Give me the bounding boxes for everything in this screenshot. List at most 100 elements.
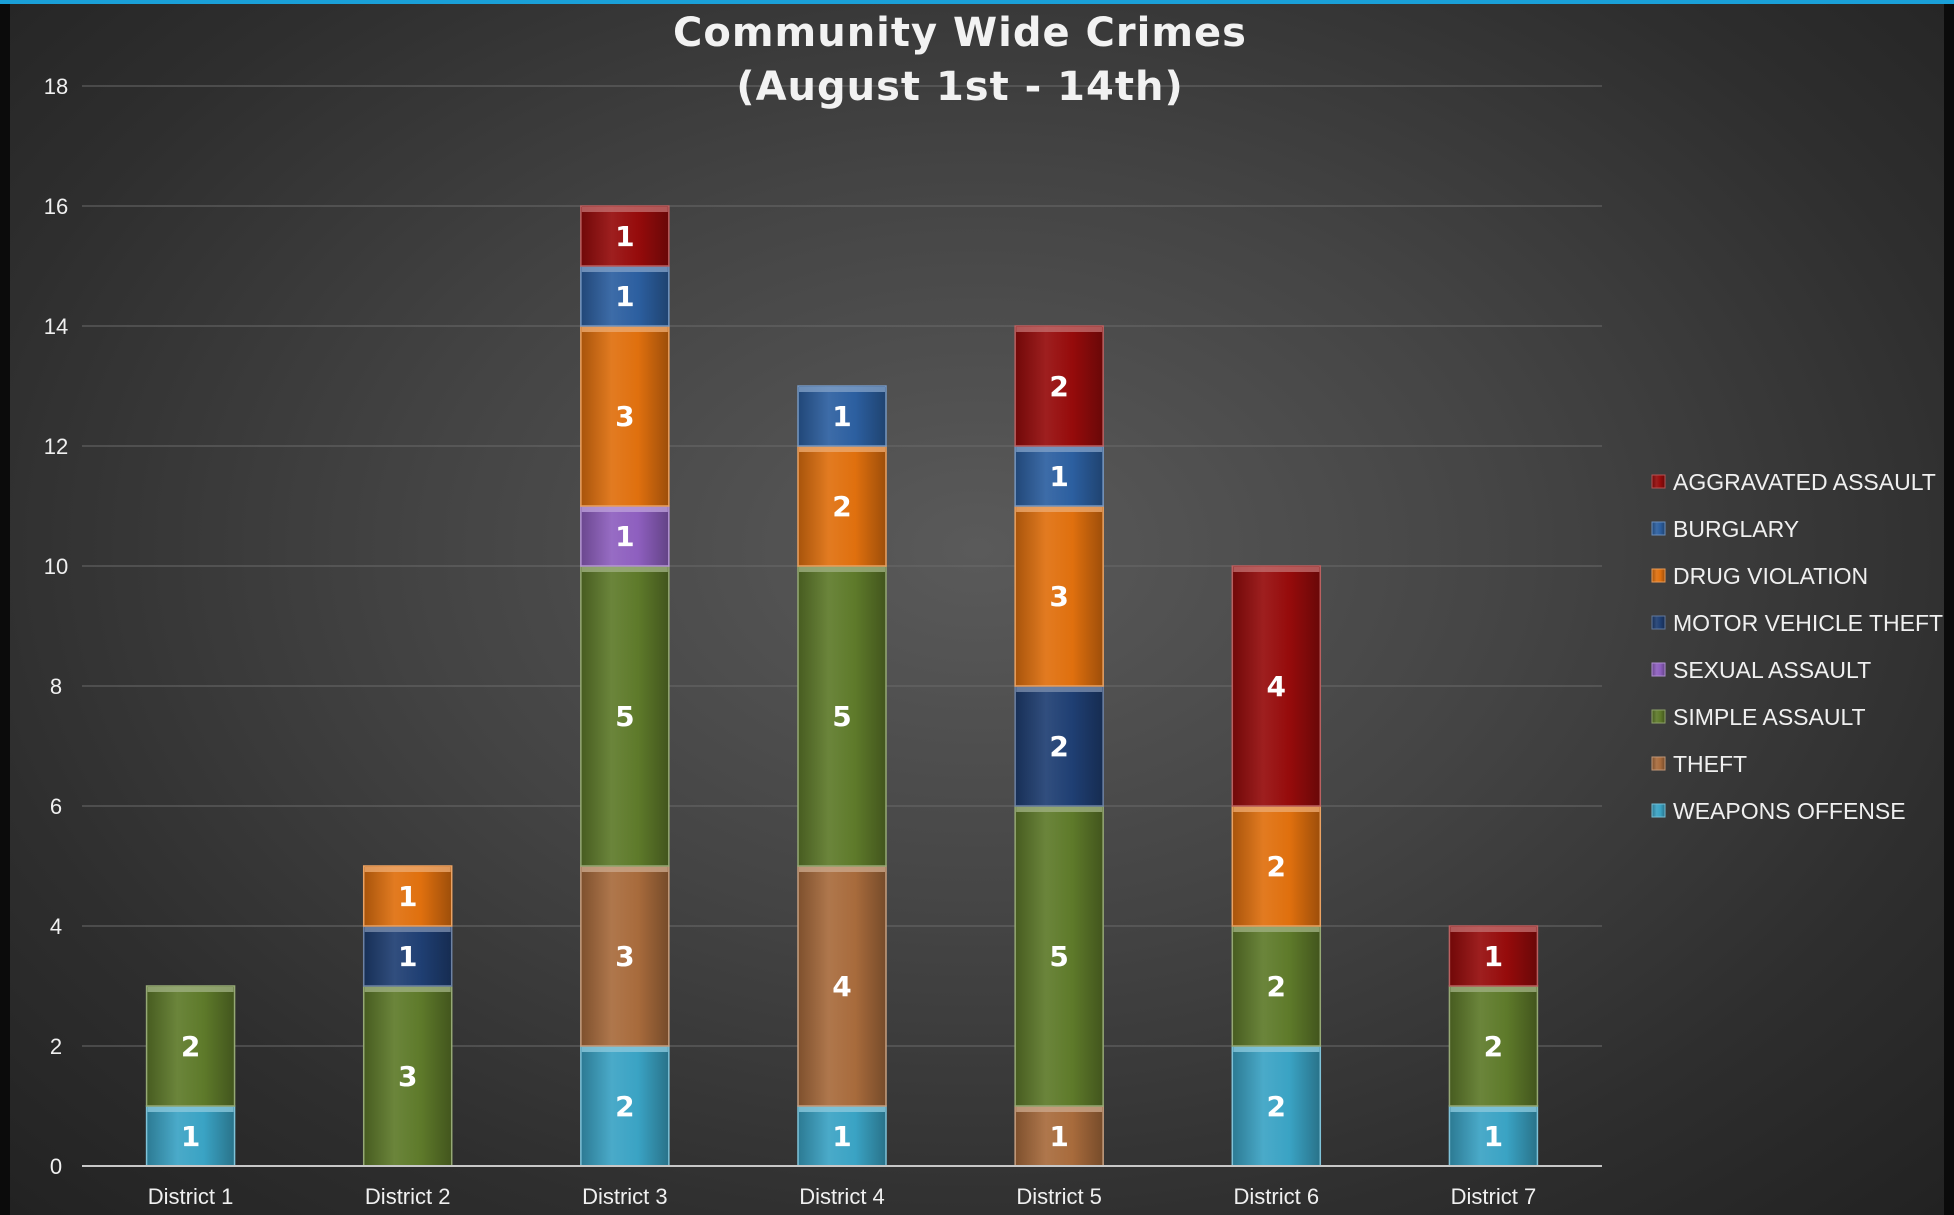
bar-data-label: 1	[1049, 460, 1068, 493]
bar-segment	[580, 565, 670, 867]
y-tick-label: 2	[50, 1034, 62, 1059]
x-tick-label: District 5	[1016, 1184, 1102, 1209]
bar-segment-bevel	[1450, 1107, 1537, 1112]
bar-segment-bevel	[1016, 687, 1103, 692]
bar-segment	[580, 865, 670, 1047]
bar-segment	[145, 985, 236, 1107]
chart-title: Community Wide Crimes	[673, 10, 1247, 56]
bar-segment-bevel	[1016, 507, 1103, 512]
legend-swatch	[1651, 521, 1666, 536]
y-tick-label: 0	[50, 1154, 62, 1179]
bar-segment	[797, 865, 887, 1107]
y-axis-ticks: 0 2 4 6 8 10 12 14 16 18	[44, 74, 68, 1179]
bar-segment	[1231, 805, 1322, 927]
bar-segment-bevel	[1233, 567, 1320, 572]
bar-data-label: 2	[1049, 730, 1068, 763]
bar-data-label: 5	[832, 700, 851, 733]
bar-segment-bevel	[799, 387, 885, 392]
legend-swatch	[1651, 568, 1666, 583]
bar-segment	[1448, 985, 1539, 1107]
legend-swatch	[1651, 803, 1666, 818]
bar-data-label: 5	[615, 700, 634, 733]
bar-segment-bevel	[581, 507, 668, 512]
bar-data-label: 1	[615, 220, 634, 253]
bar-segment-bevel	[1016, 447, 1103, 452]
bar-data-label: 2	[1484, 1030, 1503, 1063]
bar-segment	[1014, 805, 1104, 1107]
bar-segment	[1014, 1105, 1104, 1167]
bar-data-label: 3	[398, 1060, 417, 1093]
bar-data-label: 2	[1049, 370, 1068, 403]
y-tick-label: 14	[44, 314, 68, 339]
bar-data-label: 5	[1049, 940, 1068, 973]
bar-segment-bevel	[1233, 927, 1320, 932]
bar-segment-bevel	[581, 867, 668, 872]
bar-segment	[797, 445, 887, 567]
bar-segment-bevel	[1450, 987, 1537, 992]
bar-data-label: 2	[1267, 850, 1286, 883]
chart-subtitle: (August 1st - 14th)	[736, 64, 1183, 110]
x-tick-label: District 6	[1234, 1184, 1320, 1209]
bar-segment-bevel	[147, 987, 234, 992]
bar-segment-bevel	[581, 207, 668, 212]
bar-segment	[1448, 925, 1539, 987]
legend-label: THEFT	[1673, 751, 1747, 777]
bar-segment	[362, 925, 453, 987]
bar-data-label: 2	[615, 1090, 634, 1123]
x-tick-label: District 7	[1451, 1184, 1537, 1209]
bar-segment-bevel	[799, 867, 885, 872]
legend-label: MOTOR VEHICLE THEFT	[1673, 610, 1943, 636]
bar-segment-bevel	[799, 447, 885, 452]
bar-data-label: 1	[398, 880, 417, 913]
bar-segment	[1014, 685, 1104, 807]
bar-data-label: 1	[181, 1120, 200, 1153]
bar-data-label: 2	[181, 1030, 200, 1063]
bar-segment-bevel	[1016, 327, 1103, 332]
legend-label: SIMPLE ASSAULT	[1673, 704, 1866, 730]
bar-segment	[1231, 925, 1322, 1047]
bar-data-label: 2	[832, 490, 851, 523]
bar-data-label: 3	[1049, 580, 1068, 613]
x-axis-ticks: District 1 District 2 District 3 District 4…	[148, 1184, 1536, 1209]
bar-data-label: 1	[398, 940, 417, 973]
bar-segment	[580, 265, 670, 327]
legend-swatch	[1651, 615, 1666, 630]
bar-segment-bevel	[581, 567, 668, 572]
bar-segment-bevel	[1233, 1047, 1320, 1052]
legend-swatch	[1651, 474, 1666, 489]
y-tick-label: 16	[44, 194, 68, 219]
legend-swatch	[1651, 662, 1666, 677]
bar-data-label: 1	[1484, 940, 1503, 973]
legend-label: SEXUAL ASSAULT	[1673, 657, 1871, 683]
bar-segment	[797, 1105, 887, 1167]
legend-label: DRUG VIOLATION	[1673, 563, 1868, 589]
legend: AGGRAVATED ASSAULT BURGLARY DRUG VIOLATION…	[1651, 469, 1943, 824]
bar-segment-bevel	[147, 1107, 234, 1112]
bar-data-label: 2	[1267, 970, 1286, 1003]
bar-segment	[797, 565, 887, 867]
bar-segment-bevel	[1016, 807, 1103, 812]
y-tick-label: 8	[50, 674, 62, 699]
x-tick-label: District 2	[365, 1184, 451, 1209]
gridlines	[82, 85, 1602, 1047]
bar-segment	[797, 385, 887, 447]
bars: 1 2 3 1 1 2 3 5 1 3 1 1 1 4 5 2 1 1 5 2 3 1 2 2 2 2 4 1 2 1	[145, 205, 1539, 1167]
legend-label: WEAPONS OFFENSE	[1673, 798, 1906, 824]
legend-label: AGGRAVATED ASSAULT	[1673, 469, 1936, 495]
bar-data-label: 4	[1267, 670, 1286, 703]
bar-segment	[580, 505, 670, 567]
bar-data-label: 1	[832, 400, 851, 433]
bar-segment-bevel	[1016, 1107, 1103, 1112]
y-tick-label: 6	[50, 794, 62, 819]
bar-data-label: 1	[1049, 1120, 1068, 1153]
bar-data-label: 1	[615, 520, 634, 553]
legend-swatch	[1651, 756, 1666, 771]
bar-segment-bevel	[364, 927, 451, 932]
bar-segment	[580, 205, 670, 267]
bar-segment	[1231, 1045, 1322, 1167]
bar-data-label: 3	[615, 940, 634, 973]
bar-segment-bevel	[1233, 807, 1320, 812]
bar-segment-bevel	[799, 1107, 885, 1112]
